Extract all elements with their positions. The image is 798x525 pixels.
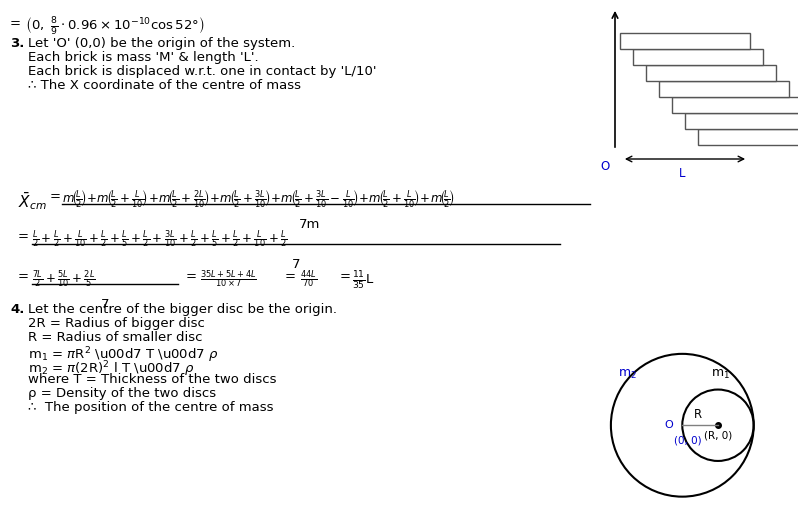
Bar <box>672 97 798 113</box>
Text: O: O <box>600 160 609 173</box>
Text: 7: 7 <box>101 298 109 311</box>
Text: m$_1$: m$_1$ <box>711 368 730 381</box>
Text: 7: 7 <box>292 258 300 271</box>
Text: =: = <box>10 17 21 30</box>
Text: =: = <box>18 270 29 283</box>
Text: R: R <box>694 408 702 421</box>
Text: $\frac{7L}{2}+\frac{5L}{10}+\frac{2L}{5}$: $\frac{7L}{2}+\frac{5L}{10}+\frac{2L}{5}… <box>32 268 96 290</box>
Text: Each brick is mass 'M' & length 'L'.: Each brick is mass 'M' & length 'L'. <box>28 51 259 64</box>
Text: 4.: 4. <box>10 303 25 316</box>
Text: ρ = Density of the two discs: ρ = Density of the two discs <box>28 387 216 400</box>
Bar <box>698 129 798 145</box>
Text: 7m: 7m <box>299 218 321 231</box>
Text: m$_2$: m$_2$ <box>618 368 637 381</box>
Text: =: = <box>285 270 296 283</box>
Text: where T = Thickness of the two discs: where T = Thickness of the two discs <box>28 373 276 386</box>
Text: =: = <box>18 230 29 243</box>
Text: 3.: 3. <box>10 37 25 50</box>
Text: Let the centre of the bigger disc be the origin.: Let the centre of the bigger disc be the… <box>28 303 337 316</box>
Text: $\frac{L}{2}+\frac{L}{2}+\frac{L}{10}+\frac{L}{2}+\frac{L}{5}+\frac{L}{2}+\frac{: $\frac{L}{2}+\frac{L}{2}+\frac{L}{10}+\f… <box>32 228 287 250</box>
Text: 2R = Radius of bigger disc: 2R = Radius of bigger disc <box>28 317 205 330</box>
Text: ∴ The X coordinate of the centre of mass: ∴ The X coordinate of the centre of mass <box>28 79 301 92</box>
Text: =: = <box>50 190 61 203</box>
Text: =: = <box>340 270 351 283</box>
Bar <box>659 81 789 97</box>
Text: (R, 0): (R, 0) <box>704 430 732 440</box>
Text: R = Radius of smaller disc: R = Radius of smaller disc <box>28 331 203 344</box>
Text: O: O <box>665 420 674 430</box>
Text: Each brick is displaced w.r.t. one in contact by 'L/10': Each brick is displaced w.r.t. one in co… <box>28 65 377 78</box>
Text: $\bar{X}_{cm}$: $\bar{X}_{cm}$ <box>18 190 47 212</box>
Text: $\frac{11}{35}$L: $\frac{11}{35}$L <box>352 270 374 292</box>
Text: $m\!\left(\!\frac{L}{2}\!\right)\!+\!m\!\left(\!\frac{L}{2}+\frac{L}{10}\!\right: $m\!\left(\!\frac{L}{2}\!\right)\!+\!m\!… <box>62 188 455 209</box>
Text: L: L <box>679 167 685 180</box>
Text: Let 'O' (0,0) be the origin of the system.: Let 'O' (0,0) be the origin of the syste… <box>28 37 295 50</box>
Bar <box>685 113 798 129</box>
Text: $\frac{44L}{70}$: $\frac{44L}{70}$ <box>300 268 317 290</box>
Bar <box>620 33 750 49</box>
Text: $\left(0,\ \frac{8}{9} \cdot 0.96 \times 10^{-10}\cos 52°\right)$: $\left(0,\ \frac{8}{9} \cdot 0.96 \times… <box>25 15 204 37</box>
Text: m$_1$ = $\pi$R$^2$ \u00d7 T \u00d7 $\rho$: m$_1$ = $\pi$R$^2$ \u00d7 T \u00d7 $\rho… <box>28 345 219 364</box>
Text: =: = <box>186 270 197 283</box>
Bar <box>646 65 776 81</box>
Text: m$_2$ = $\pi$(2R)$^2$ l T \u00d7 $\rho$: m$_2$ = $\pi$(2R)$^2$ l T \u00d7 $\rho$ <box>28 359 195 379</box>
Text: $\frac{35L+5L+4L}{10\times7}$: $\frac{35L+5L+4L}{10\times7}$ <box>200 268 257 290</box>
Text: (0, 0): (0, 0) <box>674 436 702 446</box>
Bar <box>633 49 763 65</box>
Text: ∴  The position of the centre of mass: ∴ The position of the centre of mass <box>28 401 274 414</box>
